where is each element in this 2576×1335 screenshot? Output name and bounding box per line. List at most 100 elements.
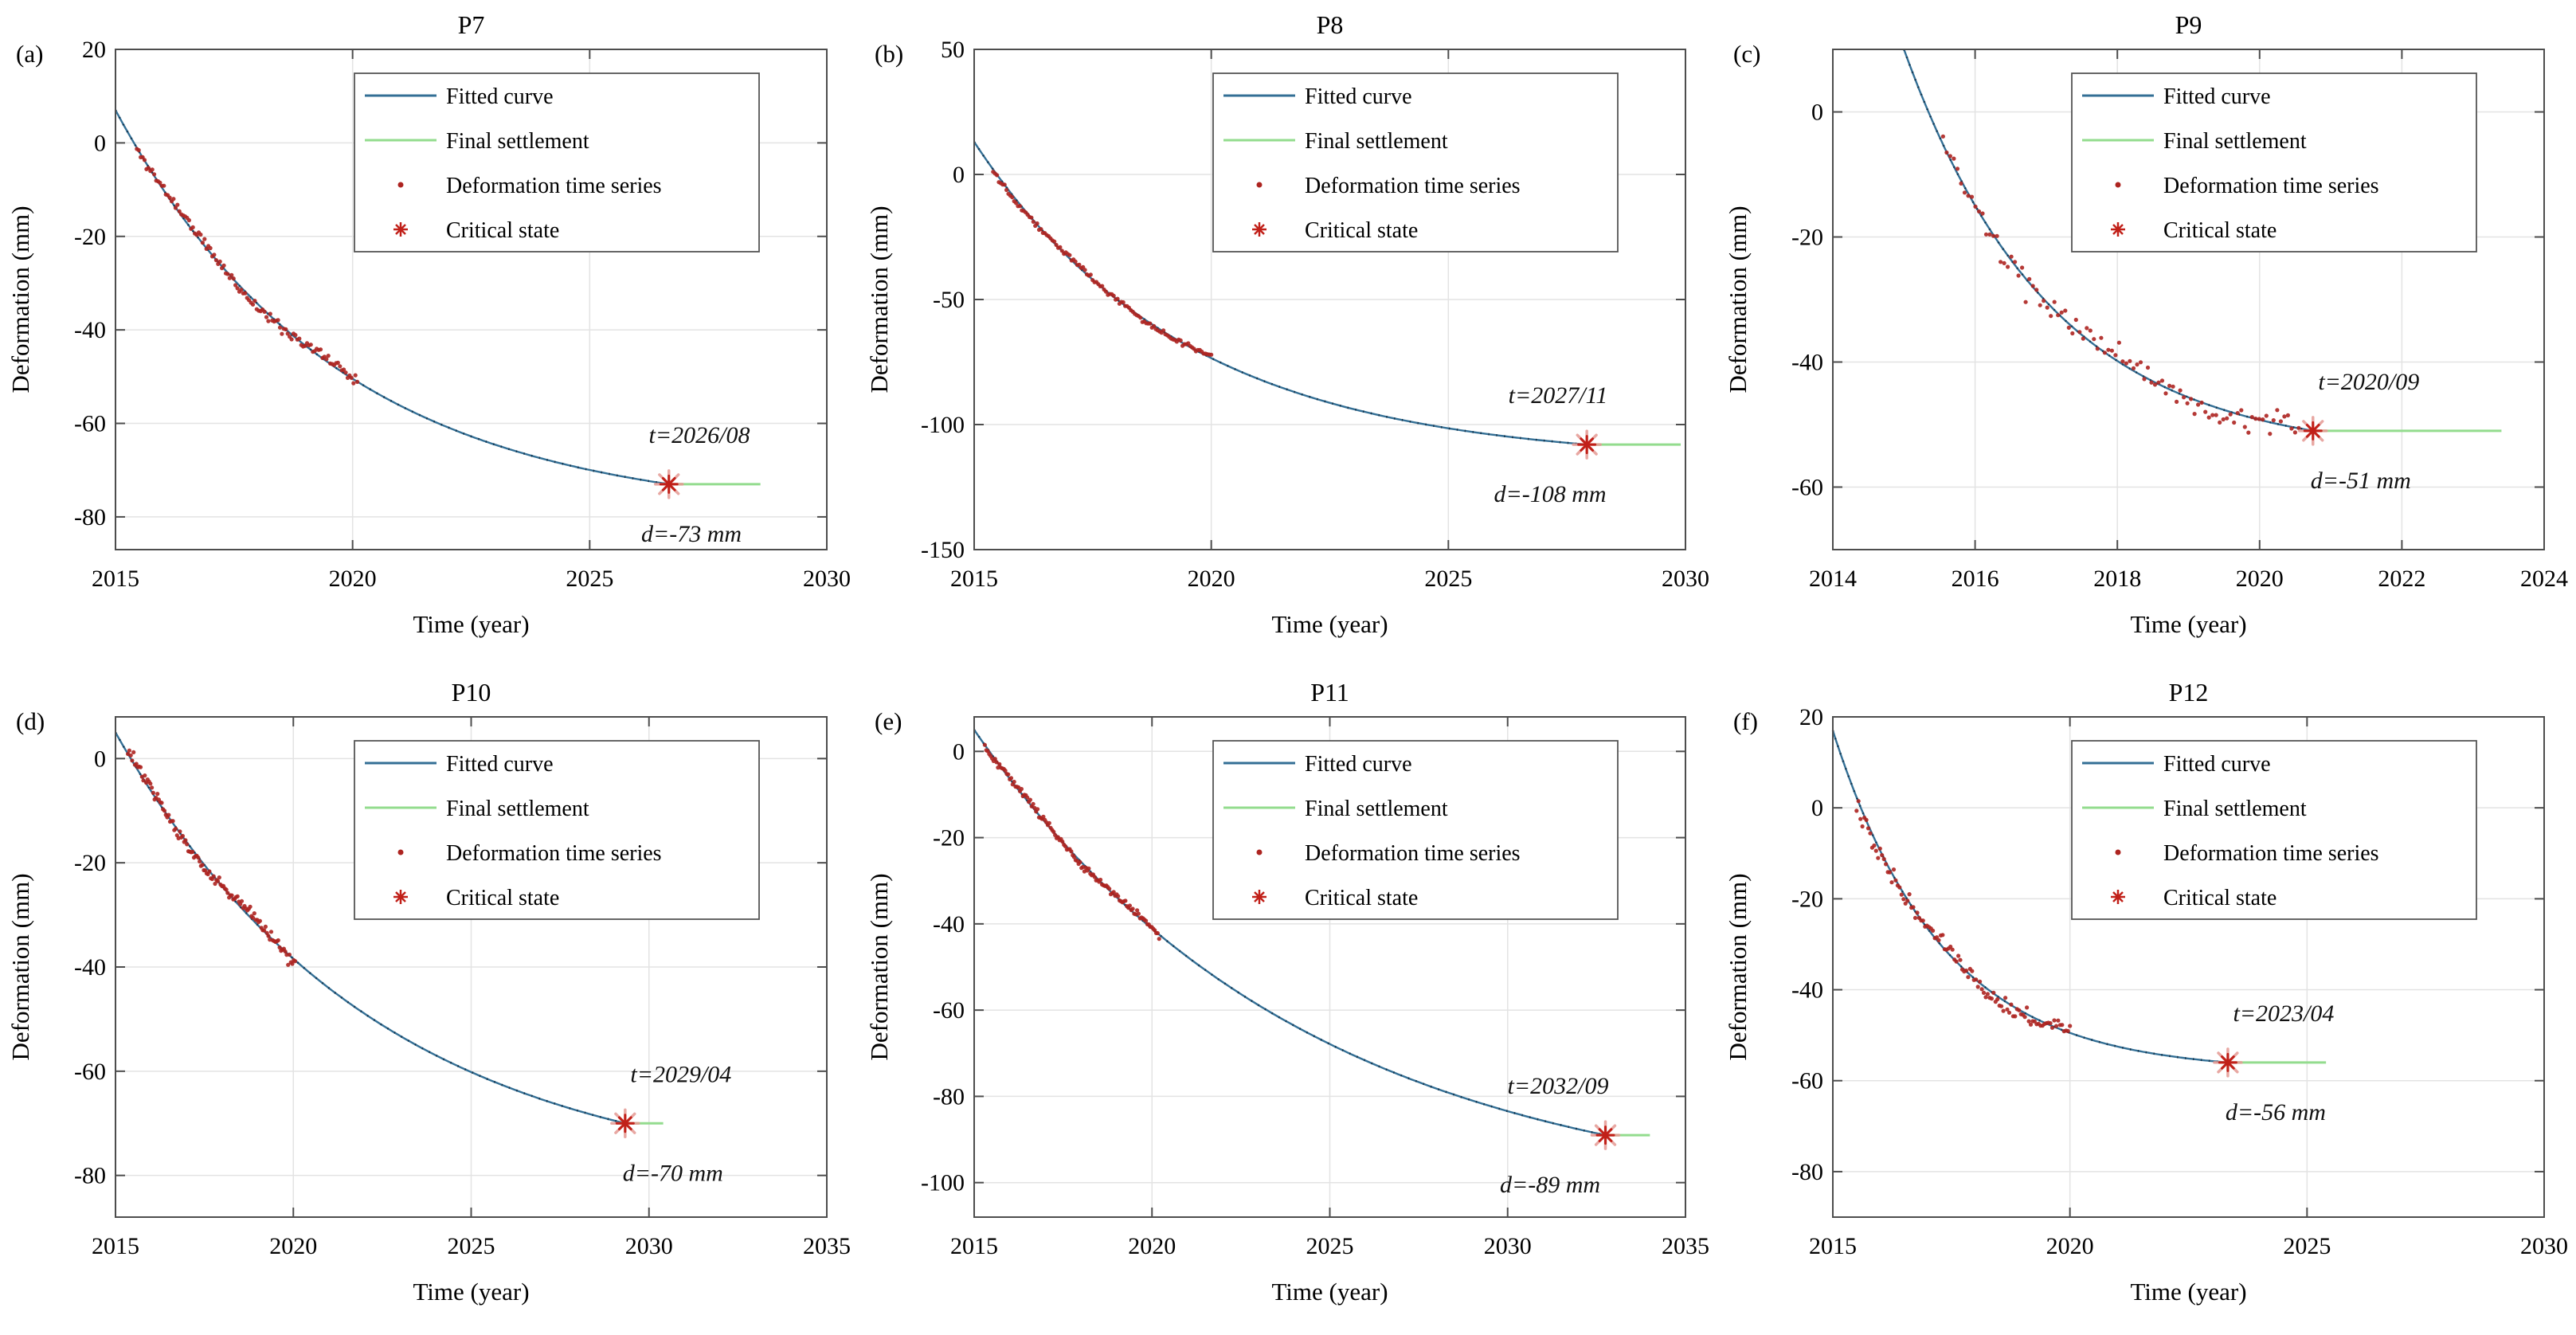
deformation-point	[1002, 182, 1007, 187]
deformation-point	[1111, 890, 1116, 895]
y-tick-label: -80	[74, 1163, 106, 1189]
x-tick-label: 2025	[1306, 1233, 1354, 1259]
deformation-point	[2025, 1005, 2030, 1010]
deformation-point	[213, 881, 217, 887]
x-tick-label: 2020	[2236, 566, 2284, 592]
deformation-point	[2023, 299, 2028, 304]
deformation-point	[292, 959, 298, 964]
deformation-point	[2095, 346, 2100, 351]
deformation-point	[257, 918, 262, 923]
deformation-point	[162, 808, 167, 813]
deformation-point	[131, 750, 136, 754]
deformation-point	[287, 952, 292, 957]
critical-state-legend-icon	[393, 890, 408, 904]
deformation-point	[2261, 417, 2265, 422]
panel-letter: (f)	[1733, 707, 1758, 735]
deformation-point	[2138, 360, 2143, 365]
deformation-point	[1981, 990, 1987, 995]
deformation-point	[229, 272, 234, 277]
deformation-point	[2066, 325, 2071, 330]
deformation-point	[2102, 350, 2107, 355]
deformation-point	[2185, 401, 2190, 405]
deformation-point	[1950, 947, 1955, 952]
legend: Fitted curve Final settlement Deformation …	[1212, 72, 1619, 253]
deformation-point	[1115, 296, 1120, 301]
deformation-point	[2113, 353, 2118, 358]
legend-box	[1212, 740, 1619, 920]
deformation-point	[2221, 417, 2226, 422]
critical-time-annotation: t=2032/09	[1508, 1073, 1609, 1099]
deformation-point	[2038, 303, 2042, 307]
deformation-point	[982, 742, 987, 747]
deformation-point	[268, 311, 272, 316]
deformation-point	[355, 379, 360, 384]
deformation-point	[1209, 352, 1214, 357]
deformation-point	[1058, 245, 1063, 249]
deformation-point	[297, 336, 302, 341]
deformation-point	[1116, 894, 1121, 898]
x-tick-label: 2025	[2283, 1233, 2331, 1259]
deformation-point	[2196, 402, 2201, 407]
y-tick-label: 0	[94, 746, 106, 772]
deformation-point	[159, 801, 164, 805]
deformation-point	[2289, 426, 2294, 431]
deformation-point	[1940, 933, 1945, 938]
x-tick-label: 2030	[625, 1233, 673, 1259]
deformation-point	[1979, 987, 1984, 992]
deformation-point	[2085, 326, 2089, 331]
deformation-point	[2017, 1008, 2022, 1012]
deformation-point	[143, 773, 147, 778]
deformation-point	[231, 276, 236, 281]
deformation-point	[1041, 814, 1046, 819]
deformation-point	[141, 778, 146, 783]
deformation-point	[1103, 289, 1109, 294]
deformation-point	[2225, 416, 2230, 421]
deformation-point	[1940, 134, 1945, 139]
y-axis-label: Deformation (mm)	[865, 873, 893, 1060]
deformation-point	[1969, 194, 1975, 199]
y-tick-label: 50	[941, 37, 965, 63]
deformation-point	[1029, 215, 1034, 220]
deformation-point	[2210, 413, 2215, 417]
deformation-point	[2056, 313, 2061, 318]
axes-box	[115, 49, 828, 550]
deformation-point	[1976, 209, 1982, 213]
critical-state-legend-icon	[2111, 890, 2125, 904]
deformation-point	[2065, 1028, 2070, 1033]
deformation-point	[268, 930, 274, 934]
deformation-point	[171, 197, 176, 202]
deformation-point	[180, 833, 185, 839]
deformation-point	[1135, 908, 1140, 913]
deformation-point	[266, 319, 271, 323]
deformation-point	[2199, 400, 2204, 405]
deformation-point	[198, 859, 202, 864]
x-tick-label: 2015	[950, 566, 998, 592]
deformation-point	[152, 172, 157, 177]
deformation-point	[1060, 839, 1065, 844]
deformation-point	[186, 217, 191, 223]
deformation-point	[276, 318, 280, 323]
legend-label: Deformation time series	[1305, 841, 1521, 866]
panel-letter: (d)	[16, 707, 45, 735]
deformation-point	[2131, 366, 2136, 370]
deformation-point	[1975, 985, 1980, 989]
y-tick-label: -100	[921, 1170, 965, 1196]
deformation-point	[2049, 1025, 2055, 1030]
deformation-point	[1955, 166, 1960, 171]
deformation-point	[1952, 156, 1956, 161]
deformation-point	[235, 286, 240, 291]
x-tick-label: 2018	[2093, 566, 2141, 592]
deformation-point	[1092, 875, 1097, 879]
deformation-point	[148, 781, 153, 786]
y-tick-label: -40	[1791, 350, 1823, 376]
y-tick-label: 0	[1811, 795, 1823, 821]
panel-letter: (a)	[16, 40, 43, 68]
deformation-point	[2257, 417, 2261, 421]
deformation-point	[1123, 898, 1128, 903]
deformation-point	[1155, 930, 1160, 936]
deformation-point	[1856, 799, 1861, 804]
deformation-point	[213, 258, 218, 263]
deformation-point	[2182, 395, 2186, 400]
y-tick-label: -60	[1791, 1068, 1823, 1094]
legend-label: Deformation time series	[446, 841, 662, 866]
